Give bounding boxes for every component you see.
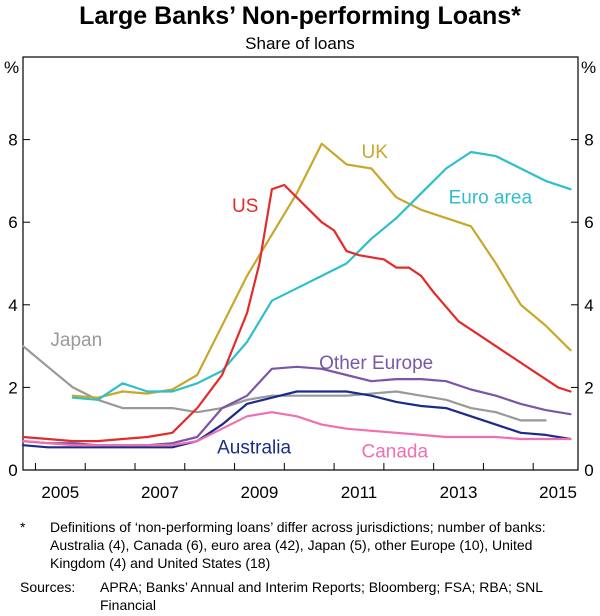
plot-frame — [22, 56, 579, 471]
series-line-euro-area — [71, 150, 572, 401]
series-line-japan — [21, 345, 547, 422]
series-label-other-europe: Other Europe — [319, 353, 433, 374]
series-label-canada: Canada — [361, 442, 428, 463]
x-tick-label: 2013 — [440, 483, 478, 502]
y-tick-label-right: 6 — [584, 213, 593, 232]
y-tick-label-right: 0 — [584, 461, 593, 480]
tick-layer: 0 0 2 2 4 4 6 6 8 8% % 2005 2007 2009 2011 2013 2015 — [4, 58, 596, 502]
line-chart: 0 0 2 2 4 4 6 6 8 8% % 2005 2007 2009 2011 2013 2015 Jap… — [4, 56, 596, 502]
x-tick-label: 2007 — [141, 483, 179, 502]
series-label-japan: Japan — [50, 330, 102, 351]
y-tick-label-left: 0 — [8, 461, 17, 480]
series-label-australia: Australia — [217, 437, 291, 458]
x-tick-label: 2005 — [41, 483, 79, 502]
footnote-text: Definitions of ‘non-performing loans’ di… — [50, 519, 546, 571]
y-tick-label-left: 8 — [8, 131, 17, 150]
x-tick-label: 2011 — [341, 483, 378, 502]
chart-subtitle: Share of loans — [245, 34, 355, 53]
y-tick-label-right: 2 — [584, 378, 593, 397]
series-line-other-europe — [21, 365, 572, 447]
y-tick-label-left: 2 — [8, 378, 17, 397]
footnote: * Definitions of ‘non-performing loans’ … — [20, 518, 590, 572]
series-label-layer: Japan UK Euro area US Other Europe Australia C… — [50, 142, 532, 462]
plot-frame-layer — [22, 56, 579, 471]
y-tick-label-left: 6 — [8, 213, 17, 232]
y-unit-left: % — [4, 58, 19, 77]
sources-text: APRA; Banks’ Annual and Interim Reports;… — [100, 579, 543, 613]
x-tick-label: 2009 — [241, 483, 279, 502]
series-line-canada — [21, 411, 572, 447]
sources: Sources: APRA; Banks’ Annual and Interim… — [20, 578, 590, 614]
series-label-euro-area: Euro area — [449, 188, 533, 209]
series-layer — [21, 142, 572, 449]
series-label-us: US — [232, 196, 258, 217]
y-unit-right: % — [581, 58, 596, 77]
series-line-australia — [21, 390, 572, 449]
series-line-us — [21, 183, 572, 443]
footnote-marker: * — [20, 519, 26, 535]
chart-title: Large Banks’ Non-performing Loans* — [79, 2, 521, 30]
y-tick-label-left: 4 — [8, 296, 17, 315]
y-tick-label-right: 8 — [584, 131, 593, 150]
y-tick-label-right: 4 — [584, 296, 593, 315]
series-label-uk: UK — [361, 142, 388, 163]
sources-label: Sources: — [20, 579, 76, 595]
x-tick-label: 2015 — [539, 483, 577, 502]
